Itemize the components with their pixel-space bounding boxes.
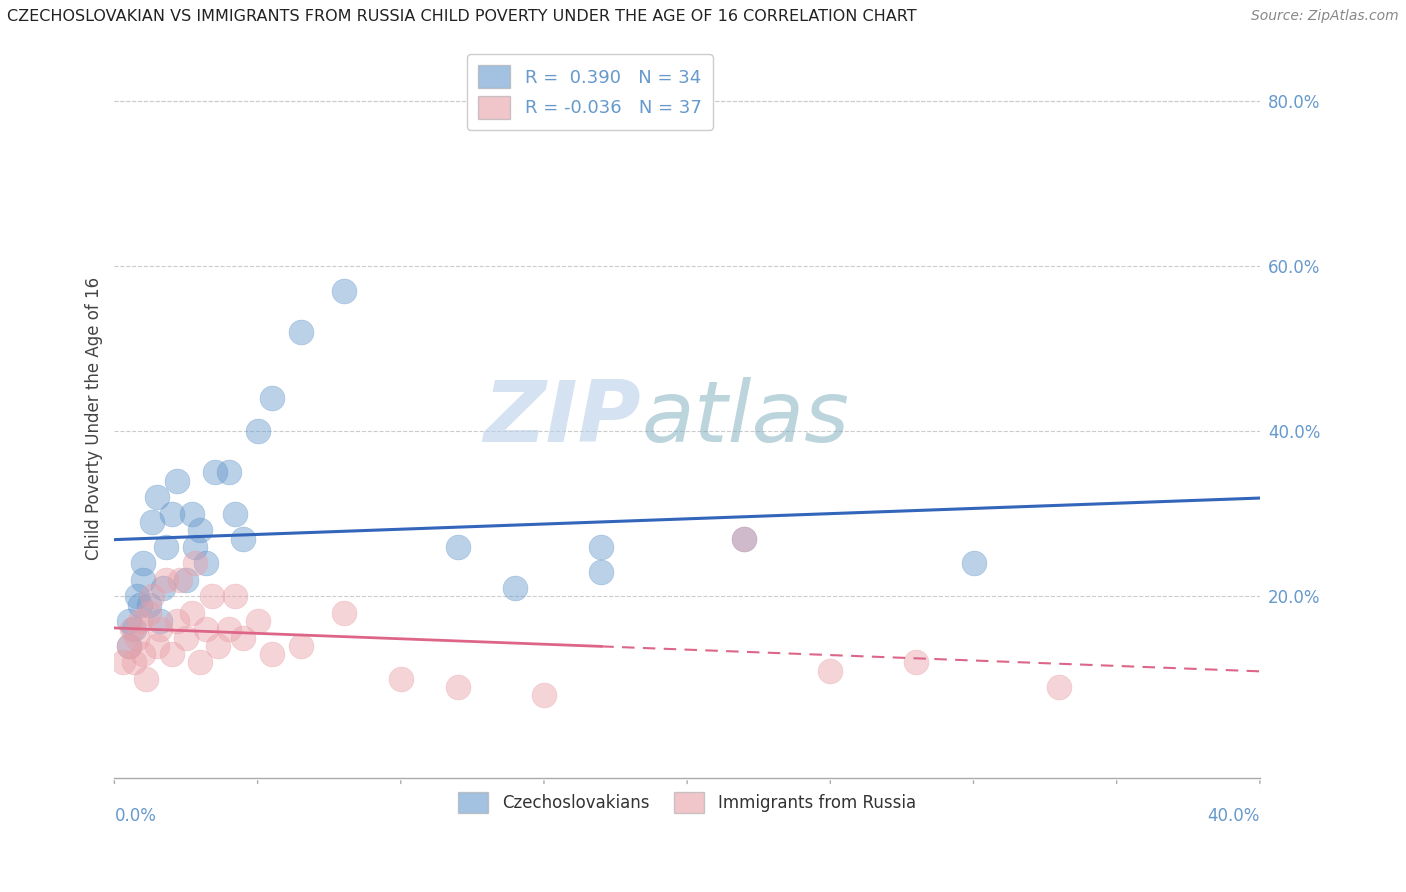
Point — [260, 391, 283, 405]
Point — [111, 656, 134, 670]
Point — [180, 507, 202, 521]
Point — [135, 672, 157, 686]
Point — [127, 631, 149, 645]
Point — [155, 540, 177, 554]
Point — [820, 664, 842, 678]
Point — [146, 490, 169, 504]
Point — [124, 623, 146, 637]
Point — [118, 614, 141, 628]
Point — [290, 325, 312, 339]
Point — [174, 573, 197, 587]
Point — [183, 557, 205, 571]
Legend: Czechoslovakians, Immigrants from Russia: Czechoslovakians, Immigrants from Russia — [451, 785, 922, 820]
Point — [591, 540, 613, 554]
Point — [204, 466, 226, 480]
Point — [224, 507, 246, 521]
Point — [141, 515, 163, 529]
Point — [389, 672, 412, 686]
Point — [132, 647, 155, 661]
Point — [1047, 680, 1070, 694]
Point — [174, 631, 197, 645]
Point — [149, 623, 172, 637]
Point — [166, 614, 188, 628]
Point — [218, 623, 240, 637]
Point — [232, 532, 254, 546]
Point — [124, 656, 146, 670]
Point — [505, 581, 527, 595]
Point — [180, 606, 202, 620]
Text: Source: ZipAtlas.com: Source: ZipAtlas.com — [1251, 9, 1399, 23]
Point — [207, 639, 229, 653]
Point — [246, 614, 269, 628]
Point — [166, 474, 188, 488]
Point — [152, 581, 174, 595]
Text: 40.0%: 40.0% — [1208, 806, 1260, 825]
Text: 0.0%: 0.0% — [114, 806, 156, 825]
Point — [129, 598, 152, 612]
Point — [332, 284, 354, 298]
Point — [155, 573, 177, 587]
Point — [121, 623, 143, 637]
Point — [160, 647, 183, 661]
Point — [169, 573, 191, 587]
Point — [733, 532, 755, 546]
Point — [591, 565, 613, 579]
Point — [232, 631, 254, 645]
Point — [138, 598, 160, 612]
Point — [132, 557, 155, 571]
Point — [201, 590, 224, 604]
Text: CZECHOSLOVAKIAN VS IMMIGRANTS FROM RUSSIA CHILD POVERTY UNDER THE AGE OF 16 CORR: CZECHOSLOVAKIAN VS IMMIGRANTS FROM RUSSI… — [7, 9, 917, 24]
Point — [149, 614, 172, 628]
Point — [129, 614, 152, 628]
Point — [127, 590, 149, 604]
Point — [218, 466, 240, 480]
Point — [141, 590, 163, 604]
Point — [533, 689, 555, 703]
Point — [118, 639, 141, 653]
Point — [246, 424, 269, 438]
Point — [188, 523, 211, 537]
Point — [905, 656, 928, 670]
Y-axis label: Child Poverty Under the Age of 16: Child Poverty Under the Age of 16 — [86, 277, 103, 560]
Point — [224, 590, 246, 604]
Point — [132, 573, 155, 587]
Point — [183, 540, 205, 554]
Point — [447, 680, 470, 694]
Point — [332, 606, 354, 620]
Point — [118, 639, 141, 653]
Point — [447, 540, 470, 554]
Point — [195, 623, 218, 637]
Point — [290, 639, 312, 653]
Point — [146, 639, 169, 653]
Text: atlas: atlas — [641, 377, 849, 460]
Point — [733, 532, 755, 546]
Text: ZIP: ZIP — [484, 377, 641, 460]
Point — [260, 647, 283, 661]
Point — [962, 557, 984, 571]
Point — [138, 606, 160, 620]
Point — [160, 507, 183, 521]
Point — [195, 557, 218, 571]
Point — [188, 656, 211, 670]
